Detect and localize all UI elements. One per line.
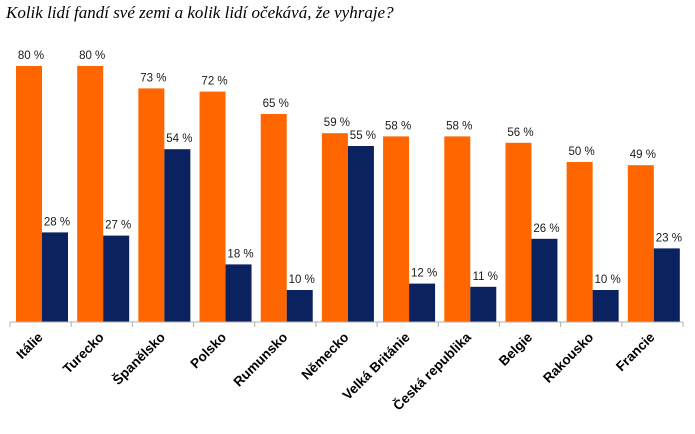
value-labels: 80 % 28 % 80 % 27 % 73 % 54 % 72 % 18 % 65 % 10 %…: [18, 50, 682, 286]
bar-expect-win: [286, 290, 313, 322]
bar-expect-win: [653, 248, 680, 322]
data-label: 18 %: [227, 248, 253, 260]
data-label: 65 %: [263, 98, 289, 110]
bar-fans: [260, 114, 287, 322]
data-label: 58 %: [385, 120, 411, 132]
bar-expect-win: [164, 149, 191, 322]
bar-expect-win: [470, 286, 497, 322]
data-label: 23 %: [656, 232, 682, 244]
category-label: Německo: [299, 330, 352, 383]
data-label: 26 %: [533, 223, 559, 235]
bar-fans: [321, 133, 348, 322]
chart-title: Kolik lidí fandí své zemi a kolik lidí o…: [6, 3, 394, 22]
bar-fans: [199, 91, 226, 322]
bar-expect-win: [592, 290, 619, 322]
bar-fans: [505, 142, 532, 322]
data-label: 80 %: [18, 50, 44, 62]
data-label: 80 %: [79, 50, 105, 62]
bar-expect-win: [225, 264, 252, 322]
data-label: 58 %: [446, 120, 472, 132]
category-label: Itálie: [13, 329, 46, 362]
data-label: 49 %: [630, 149, 656, 161]
data-label: 10 %: [289, 274, 315, 286]
data-label: 55 %: [350, 130, 376, 142]
bar-expect-win: [103, 235, 130, 322]
bar-fans: [444, 136, 471, 322]
bar-fans: [627, 165, 654, 322]
data-label: 28 %: [44, 216, 70, 228]
data-label: 59 %: [324, 117, 350, 129]
data-label: 54 %: [166, 133, 192, 145]
data-label: 10 %: [595, 274, 621, 286]
bar-fans: [566, 162, 593, 322]
bar-expect-win: [409, 283, 436, 322]
data-label: 73 %: [140, 72, 166, 84]
category-label: Španělsko: [110, 330, 168, 388]
data-label: 72 %: [201, 76, 227, 88]
category-label: Rakousko: [540, 330, 596, 386]
bar-expect-win: [42, 232, 68, 322]
bars-layer: [16, 66, 680, 323]
category-label: Belgie: [496, 329, 536, 369]
data-label: 50 %: [569, 146, 595, 158]
bar-expect-win: [531, 238, 558, 322]
category-label: Turecko: [60, 330, 107, 377]
x-axis-ticks: [9, 322, 684, 327]
category-labels: Itálie Turecko Španělsko Polsko Rumunsko Něme…: [13, 329, 658, 413]
category-label: Rumunsko: [231, 330, 291, 390]
data-label: 56 %: [507, 127, 533, 139]
bar-fans: [77, 66, 104, 322]
bar-fans: [383, 136, 410, 322]
bar-expect-win: [347, 146, 374, 322]
bar-fans: [16, 66, 42, 322]
category-label: Polsko: [187, 330, 229, 372]
data-label: 11 %: [473, 271, 498, 283]
bar-fans: [138, 88, 165, 323]
data-label: 27 %: [105, 220, 131, 232]
category-label: Francie: [613, 329, 658, 374]
data-label: 12 %: [411, 268, 437, 280]
